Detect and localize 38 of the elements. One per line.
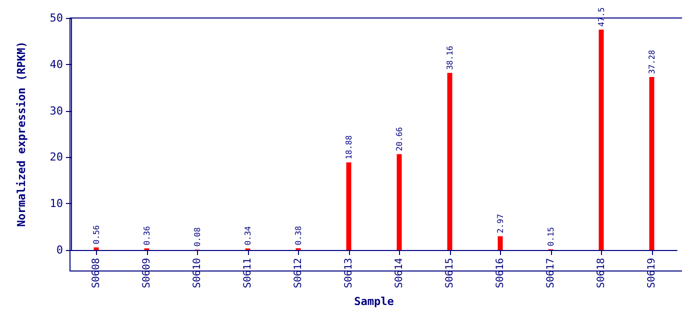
x-tick-label: S0610 — [192, 258, 203, 288]
y-tick-label: 20 — [50, 150, 63, 164]
bar — [649, 77, 654, 250]
x-tick-label: S0613 — [343, 258, 354, 288]
x-tick-label: S0616 — [494, 258, 506, 288]
x-tick-label: S0617 — [545, 258, 556, 288]
x-tick-label: S0611 — [242, 258, 254, 288]
x-axis-title: Sample — [354, 295, 394, 308]
bar — [498, 236, 503, 250]
bar — [94, 247, 99, 250]
data-label: 0.34 — [243, 226, 252, 246]
bar — [447, 72, 452, 250]
x-tick-label: S0614 — [394, 258, 405, 288]
data-label: 18.88 — [344, 135, 354, 160]
data-label: 0.08 — [192, 227, 202, 247]
x-tick-label: S0608 — [90, 258, 102, 288]
data-label: 37.28 — [647, 50, 656, 74]
x-tick-label: S0612 — [292, 258, 304, 288]
x-tick-label: S0618 — [596, 258, 607, 288]
data-label: 0.38 — [294, 226, 303, 246]
y-tick-label: 10 — [50, 197, 63, 210]
data-label: 0.36 — [142, 226, 152, 246]
y-tick-label: 0 — [56, 243, 63, 256]
y-axis-title: Normalized expression (RPKM) — [15, 41, 28, 227]
data-label: 20.66 — [394, 126, 404, 152]
x-tick-label: S0615 — [444, 258, 456, 288]
data-label: 0.56 — [92, 224, 101, 244]
y-tick-label: 40 — [50, 58, 63, 71]
y-tick-label: 30 — [50, 104, 63, 118]
x-tick-label: S0609 — [141, 258, 152, 288]
bar — [598, 30, 604, 250]
x-tick-label: S0619 — [646, 258, 658, 288]
bar — [396, 154, 402, 250]
data-label: 38.16 — [445, 46, 454, 70]
data-label: 2.97 — [496, 214, 505, 234]
data-label: 0.15 — [546, 226, 556, 246]
y-tick-label: 50 — [50, 12, 63, 24]
bar — [346, 162, 352, 250]
